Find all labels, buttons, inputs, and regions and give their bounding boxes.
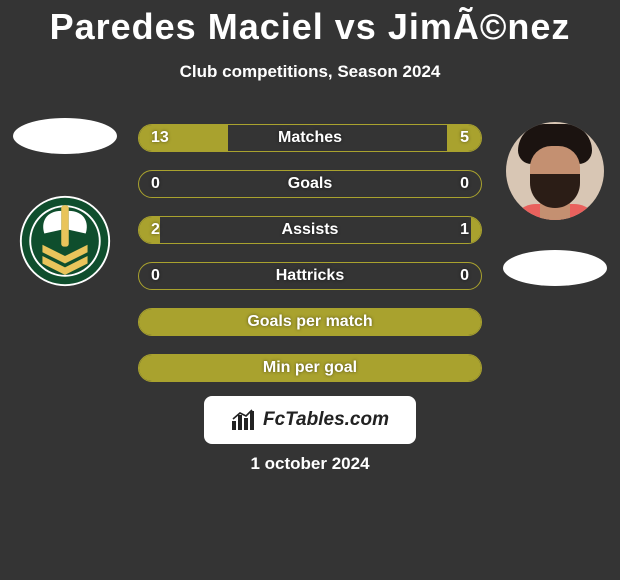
right-club-placeholder-oval — [503, 250, 607, 286]
bar-row-goals-per-match: Goals per match — [138, 308, 482, 336]
bar-row-assists: 2 Assists 1 — [138, 216, 482, 244]
right-player-photo — [506, 122, 604, 220]
footer-date: 1 october 2024 — [0, 454, 620, 474]
bar-value-right: 5 — [460, 125, 469, 151]
brand-logo-icon — [231, 409, 257, 431]
bar-label: Min per goal — [139, 355, 481, 381]
brand-link[interactable]: FcTables.com — [204, 396, 416, 444]
bar-row-goals: 0 Goals 0 — [138, 170, 482, 198]
bar-label: Goals per match — [139, 309, 481, 335]
left-player-column — [8, 118, 122, 288]
bar-label: Matches — [139, 125, 481, 151]
subtitle: Club competitions, Season 2024 — [0, 62, 620, 82]
bar-value-right: 0 — [460, 171, 469, 197]
comparison-bars: 13 Matches 5 0 Goals 0 2 Assists 1 0 Hat… — [138, 124, 482, 400]
right-player-column — [498, 122, 612, 286]
page-title: Paredes Maciel vs JimÃ©nez — [0, 0, 620, 48]
bar-row-hattricks: 0 Hattricks 0 — [138, 262, 482, 290]
left-club-logo — [18, 194, 112, 288]
bar-label: Hattricks — [139, 263, 481, 289]
bar-value-right: 1 — [460, 217, 469, 243]
bar-row-matches: 13 Matches 5 — [138, 124, 482, 152]
bar-value-right: 0 — [460, 263, 469, 289]
root: Paredes Maciel vs JimÃ©nez Club competit… — [0, 0, 620, 580]
left-player-placeholder-oval — [13, 118, 117, 154]
bar-label: Assists — [139, 217, 481, 243]
bar-label: Goals — [139, 171, 481, 197]
bar-row-min-per-goal: Min per goal — [138, 354, 482, 382]
brand-text: FcTables.com — [263, 409, 389, 431]
timbers-logo-icon — [18, 194, 112, 288]
